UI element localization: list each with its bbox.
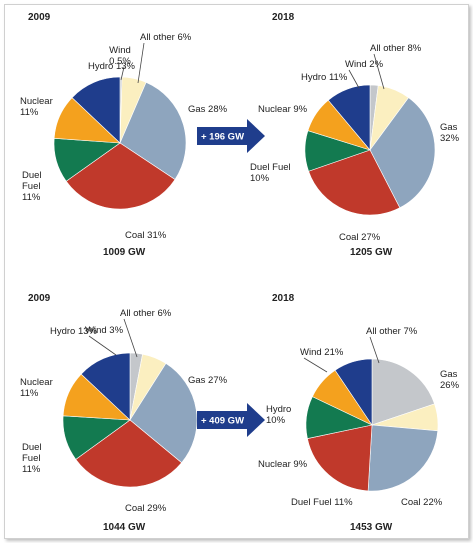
pie-total-label: 1453 GW bbox=[350, 522, 393, 533]
pie-slice-gas bbox=[119, 81, 187, 180]
pie-slice-hydro bbox=[327, 84, 371, 151]
pie-year-label: 2009 bbox=[28, 12, 51, 23]
arrow-shape bbox=[197, 403, 265, 437]
pie-slice-wind bbox=[371, 358, 435, 426]
slice-label-wind: Wind 21% bbox=[300, 347, 344, 358]
slice-label-all-other: All other 7% bbox=[366, 326, 418, 337]
pie-year-label: 2018 bbox=[272, 293, 295, 304]
pie-chart-4: 2018 Wind 21% All other 7% Gas 26% Coal 22% Du… bbox=[258, 293, 460, 533]
slice-label-nuclear: Nuclear 9% bbox=[258, 459, 308, 470]
slice-label-coal: Coal 29% bbox=[125, 503, 167, 514]
pie-slice-hydro bbox=[334, 358, 373, 426]
slice-label-duel-fuel: Duel Fuel 10% bbox=[250, 162, 291, 184]
pie-year-label: 2018 bbox=[272, 12, 295, 23]
slice-label-gas: Gas 32% bbox=[440, 122, 460, 144]
slice-label-duel-fuel: Duel Fuel 11% bbox=[22, 170, 42, 203]
slice-label-all-other: All other 8% bbox=[370, 43, 422, 54]
pie-chart-3: 2009 Wind 3% All other 6% Gas 27% Coal 29% Du… bbox=[20, 293, 228, 533]
leader-line bbox=[137, 42, 145, 84]
leader-line bbox=[88, 335, 117, 356]
growth-arrow-1: + 196 GW bbox=[197, 119, 265, 153]
pie-total-label: 1009 GW bbox=[103, 247, 146, 258]
slice-label-coal: Coal 22% bbox=[401, 497, 443, 508]
slice-label-hydro: Hydro 11% bbox=[301, 72, 348, 83]
slice-label-nuclear: Nuclear 9% bbox=[258, 104, 308, 115]
slice-label-wind: Wind 2% bbox=[345, 59, 384, 70]
slice-label-gas: Gas 28% bbox=[188, 104, 228, 115]
slice-label-nuclear: Nuclear 11% bbox=[20, 96, 53, 118]
slice-label-wind: Wind 3% bbox=[85, 325, 124, 336]
slice-label-duel-fuel: Duel Fuel 11% bbox=[291, 497, 353, 508]
pie-total-label: 1205 GW bbox=[350, 247, 393, 258]
pie-slice-hydro bbox=[71, 76, 121, 144]
pie-slice-coal bbox=[75, 419, 183, 488]
slice-label-gas: Gas 26% bbox=[440, 369, 460, 391]
pie-total-label: 1044 GW bbox=[103, 522, 146, 533]
leader-line bbox=[369, 336, 380, 364]
slice-label-hydro: Hydro 13% bbox=[50, 326, 98, 337]
slice-label-gas: Gas 27% bbox=[188, 375, 228, 386]
slice-label-coal: Coal 27% bbox=[339, 232, 381, 243]
slice-label-duel-fuel: Duel Fuel 11% bbox=[22, 442, 42, 475]
leader-line bbox=[348, 69, 360, 89]
pie-slice-gas bbox=[129, 363, 198, 464]
pie-slice-coal bbox=[307, 424, 373, 492]
slice-label-hydro: Hydro 13% bbox=[88, 61, 136, 72]
pie-chart-1: 2009 Wind 0.5% All other 6% Gas 28% Coal 31% D… bbox=[20, 12, 228, 258]
pie-chart-2: 2018 Wind 2% All other 8% Gas 32% Coal 27% Due… bbox=[250, 12, 460, 258]
pie-slice-coal bbox=[308, 149, 401, 216]
growth-arrow-2: + 409 GW bbox=[197, 403, 265, 437]
slice-label-wind: Wind 0.5% bbox=[109, 45, 131, 67]
slice-label-nuclear: Nuclear 11% bbox=[20, 377, 53, 399]
arrow-growth-label: + 409 GW bbox=[201, 416, 244, 427]
slice-label-coal: Coal 31% bbox=[125, 230, 167, 241]
leader-line bbox=[123, 318, 138, 358]
pie-slice-gas bbox=[369, 97, 436, 209]
slice-label-all-other: All other 6% bbox=[140, 32, 192, 43]
pie-slice-hydro bbox=[80, 352, 131, 421]
pie-slice-coal bbox=[65, 142, 176, 210]
leader-line bbox=[120, 66, 125, 81]
leader-line bbox=[373, 53, 385, 90]
arrow-shape bbox=[197, 119, 265, 153]
leader-line bbox=[303, 357, 328, 373]
pie-slice-gas bbox=[367, 424, 439, 492]
slice-label-hydro: Hydro 10% bbox=[266, 404, 291, 426]
arrow-growth-label: + 196 GW bbox=[201, 132, 244, 143]
slice-label-all-other: All other 6% bbox=[120, 308, 172, 319]
pie-year-label: 2009 bbox=[28, 293, 51, 304]
